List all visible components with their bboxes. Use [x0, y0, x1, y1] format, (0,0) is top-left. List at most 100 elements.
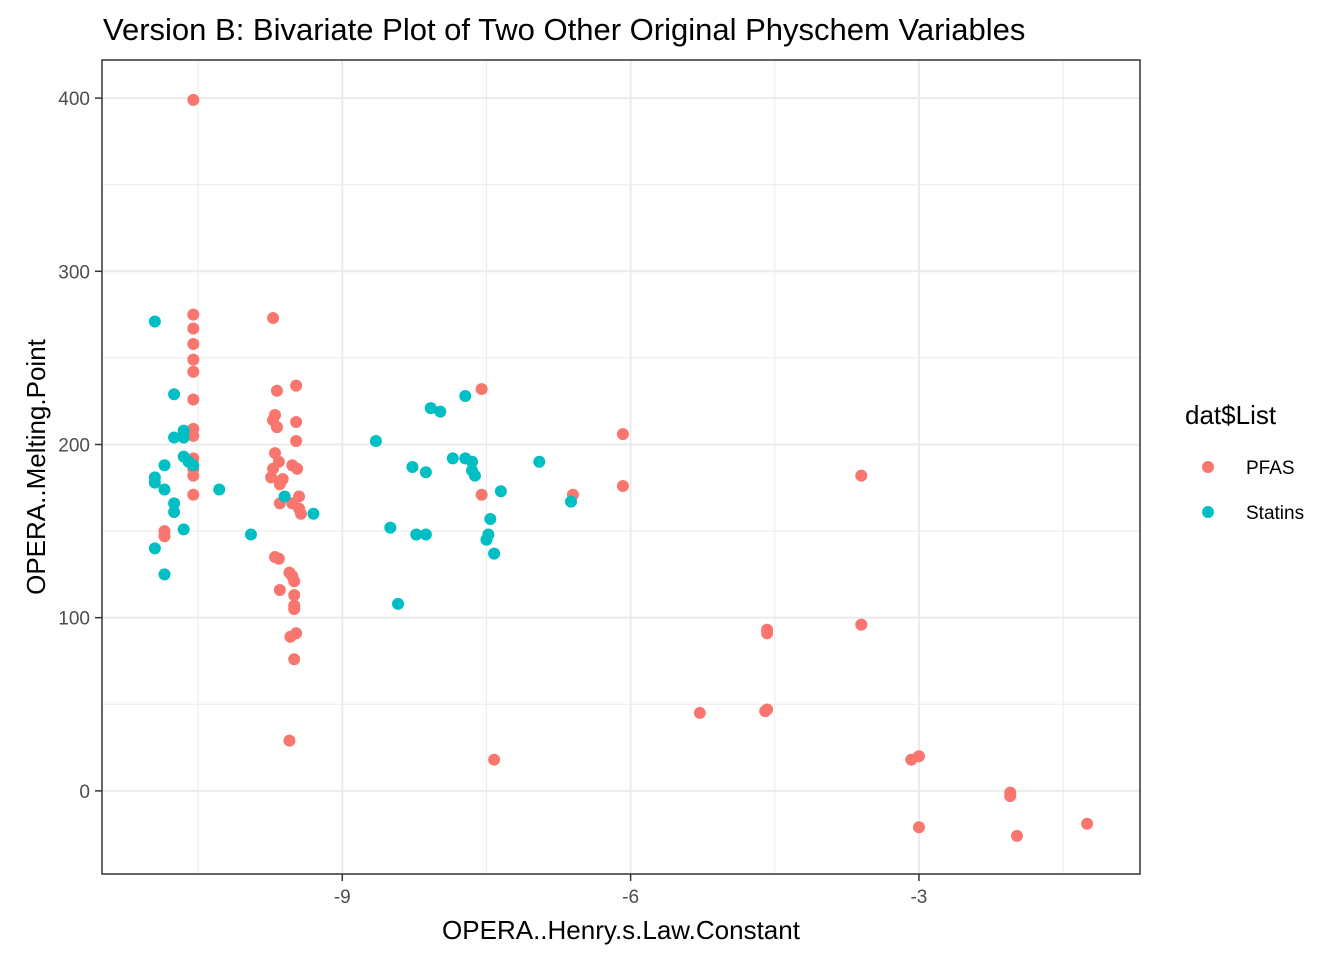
data-point-pfas [912, 821, 925, 834]
data-point-pfas [290, 435, 303, 448]
data-point-pfas [761, 627, 774, 640]
data-point-pfas [187, 338, 200, 351]
data-point-pfas [270, 421, 283, 434]
data-point-pfas [158, 530, 171, 543]
data-point-pfas [288, 589, 301, 602]
data-point-statins [148, 476, 161, 489]
data-point-statins [446, 452, 459, 465]
data-point-pfas [286, 497, 299, 510]
data-point-statins [177, 523, 190, 536]
data-point-statins [392, 597, 405, 610]
data-point-pfas [187, 353, 200, 366]
chart-title: Version B: Bivariate Plot of Two Other O… [103, 12, 1025, 47]
data-point-pfas [187, 93, 200, 106]
legend: dat$List PFAS Statins [1185, 400, 1304, 524]
data-point-pfas [187, 365, 200, 378]
data-point-statins [434, 405, 447, 418]
data-point-statins [158, 483, 171, 496]
data-point-statins [565, 495, 578, 508]
data-point-pfas [288, 603, 301, 616]
data-point-statins [459, 389, 472, 402]
data-point-statins [384, 521, 397, 534]
data-point-statins [187, 459, 200, 472]
y-tick-label: 300 [58, 262, 90, 283]
data-point-statins [148, 315, 161, 328]
data-point-pfas [616, 428, 629, 441]
data-point-pfas [488, 753, 501, 766]
panel-border [101, 59, 1141, 875]
data-point-statins [148, 542, 161, 555]
y-tick-label: 0 [79, 782, 90, 803]
data-point-pfas [273, 583, 286, 596]
data-point-statins [177, 431, 190, 444]
data-point-statins [158, 568, 171, 581]
data-point-statins [410, 528, 423, 541]
data-point-pfas [267, 312, 280, 325]
data-point-statins [419, 466, 432, 479]
data-point-pfas [288, 653, 301, 666]
data-point-pfas [475, 383, 488, 396]
data-point-pfas [761, 703, 774, 716]
x-tick-label: -3 [910, 887, 927, 908]
data-point-statins [307, 507, 320, 520]
data-point-statins [213, 483, 226, 496]
data-point-pfas [855, 618, 868, 631]
y-tick-label: 200 [58, 435, 90, 456]
data-point-pfas [273, 478, 286, 491]
x-axis-title: OPERA..Henry.s.Law.Constant [442, 915, 801, 945]
data-point-pfas [187, 322, 200, 335]
data-point-pfas [290, 415, 303, 428]
data-point-statins [168, 497, 181, 510]
data-point-statins [278, 490, 291, 503]
data-point-statins [466, 455, 479, 468]
data-point-statins [488, 547, 501, 560]
data-point-pfas [284, 630, 297, 643]
plot-panel: -9 -6 -3 0 100 200 300 400 [58, 59, 1141, 908]
data-point-pfas [187, 488, 200, 501]
data-point-statins [406, 461, 419, 473]
data-point-pfas [288, 575, 301, 588]
data-point-pfas [187, 393, 200, 406]
data-point-pfas [290, 379, 303, 392]
data-point-pfas [616, 480, 629, 493]
data-point-statins [168, 506, 181, 519]
x-tick-label: -9 [334, 887, 351, 908]
data-point-pfas [1010, 829, 1023, 842]
data-point-pfas [291, 462, 304, 475]
legend-key-pfas [1202, 461, 1214, 473]
x-tick-label: -6 [622, 887, 639, 908]
data-point-statins [468, 469, 481, 482]
data-point-pfas [187, 308, 200, 321]
data-point-statins [369, 435, 382, 448]
data-point-pfas [912, 750, 925, 763]
data-point-statins [484, 512, 497, 525]
y-axis-title: OPERA..Melting.Point [21, 338, 51, 595]
data-point-statins [424, 402, 437, 415]
legend-label-pfas: PFAS [1246, 458, 1295, 479]
data-point-pfas [1081, 817, 1094, 830]
data-point-pfas [272, 552, 285, 565]
data-point-pfas [265, 471, 278, 484]
data-point-pfas [1004, 790, 1017, 803]
data-point-pfas [270, 384, 283, 397]
data-point-statins [482, 528, 495, 541]
data-point-pfas [294, 507, 307, 520]
data-point-pfas [187, 469, 200, 482]
legend-key-statins [1202, 506, 1214, 518]
data-point-pfas [855, 469, 868, 482]
data-point-pfas [187, 429, 200, 442]
data-point-statins [244, 528, 257, 541]
legend-title: dat$List [1185, 400, 1277, 430]
data-point-statins [533, 455, 546, 468]
data-point-pfas [693, 706, 706, 719]
y-tick-label: 100 [58, 609, 90, 630]
data-point-pfas [283, 734, 296, 747]
data-point-pfas [475, 488, 488, 501]
data-point-statins [158, 459, 171, 472]
data-point-statins [168, 388, 181, 401]
data-point-statins [494, 485, 507, 498]
legend-label-statins: Statins [1246, 503, 1304, 524]
data-point-statins [168, 431, 181, 444]
y-tick-label: 400 [58, 89, 90, 110]
